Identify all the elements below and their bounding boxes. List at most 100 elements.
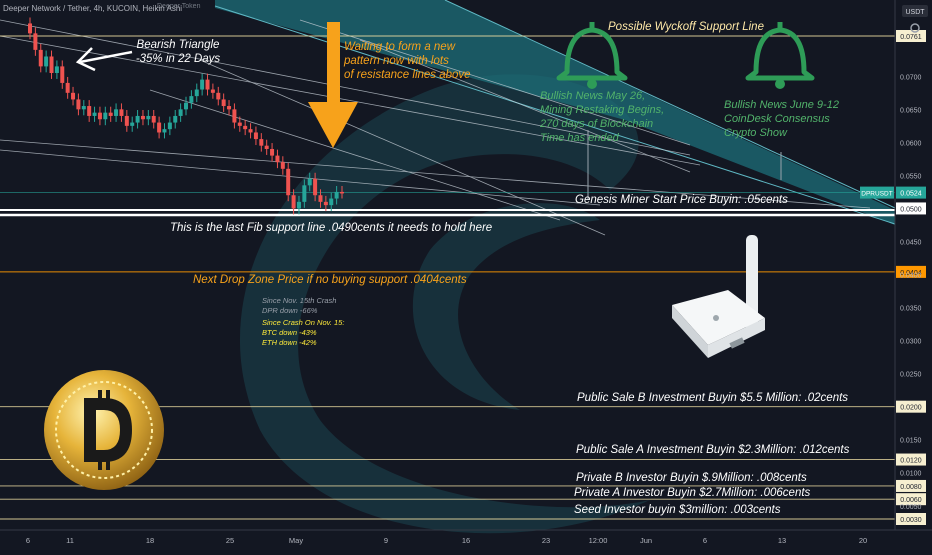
bearish-label-2: -35% in 22 Days <box>136 53 221 65</box>
since-crash-line-2: BTC down -43% <box>262 328 317 337</box>
time-tick-label: 16 <box>462 536 470 545</box>
price-tick-label: 0.0400 <box>900 273 922 280</box>
currency-badge-label: USDT <box>905 9 925 16</box>
candle-body <box>296 201 301 209</box>
candle-body <box>232 109 237 123</box>
sale-b-label: Public Sale B Investment Buyin $5.5 Mill… <box>577 392 848 404</box>
price-tick-label: 0.0450 <box>900 239 922 246</box>
candle-body <box>189 96 194 103</box>
bearish-label-1: Bearish Triangle <box>137 39 220 51</box>
news2-line-2: CoinDesk Consensus <box>724 113 830 125</box>
price-level-tag: 0.0524 <box>896 186 926 199</box>
price-tick-label: 0.0150 <box>900 438 922 445</box>
since-crash-line-1: Since Crash On Nov. 15: <box>262 318 344 327</box>
candle-body <box>216 92 221 100</box>
price-level-value: 0.0761 <box>900 34 922 41</box>
candle-body <box>140 115 145 120</box>
candle-body <box>270 148 275 156</box>
waiting-label-2: pattern now with lots <box>343 55 449 67</box>
candle-body <box>264 145 269 149</box>
time-tick-label: 18 <box>146 536 154 545</box>
dpr-price-tag: DPRUSDT <box>860 186 894 199</box>
candle-body <box>162 129 167 133</box>
since-crash-line-3: ETH down -42% <box>262 338 317 347</box>
price-tick-label: 0.0100 <box>900 471 922 478</box>
candle-body <box>243 125 248 130</box>
candle-body <box>259 139 264 146</box>
time-tick-label: 6 <box>26 536 30 545</box>
currency-badge[interactable]: USDT <box>902 5 928 17</box>
candle-body <box>307 178 312 186</box>
seed-label: Seed Investor buyin $3million: .003cents <box>574 504 781 516</box>
candle-body <box>124 115 129 126</box>
price-level-value: 0.0030 <box>900 517 922 524</box>
candle-body <box>87 106 92 116</box>
time-tick-label: 6 <box>703 536 707 545</box>
price-level-tag: 0.0404 <box>896 265 926 278</box>
candle-body <box>275 155 280 163</box>
next-drop-label: Next Drop Zone Price if no buying suppor… <box>193 274 467 286</box>
price-level-value: 0.0080 <box>900 484 922 491</box>
private-b-label: Private B Investor Buyin $.9Million: .00… <box>576 472 807 484</box>
time-tick-label: 11 <box>66 536 74 545</box>
time-tick-label: 13 <box>778 536 786 545</box>
candle-body <box>178 109 183 116</box>
dpr-coin-logo <box>44 370 164 490</box>
miner-device-image <box>672 235 765 358</box>
news1-line-1: Bullish News May 26, <box>540 90 645 102</box>
candle-body <box>227 106 232 110</box>
price-level-tag: 0.0080 <box>896 479 926 492</box>
candle-body <box>44 56 49 67</box>
settings-icon[interactable] <box>910 23 920 33</box>
news1-line-2: Mining Restaking Begins, <box>540 104 664 116</box>
price-level-tag: 0.0200 <box>896 400 926 413</box>
channel-upper-line <box>444 0 896 209</box>
candle-body <box>205 79 210 90</box>
price-level-value: 0.0500 <box>900 206 922 213</box>
price-level-value: 0.0524 <box>900 191 922 198</box>
candle-body <box>108 112 113 116</box>
candle-body <box>38 49 43 67</box>
waiting-label-3: of resistance lines above <box>344 69 471 81</box>
bell-icon <box>745 22 815 89</box>
price-level-value: 0.0120 <box>900 458 922 465</box>
symbol-line: Deeper Network / Tether, 4h, KUCOIN, Hei… <box>3 4 182 13</box>
candle-body <box>33 33 38 50</box>
price-tick-label: 0.0600 <box>900 140 922 147</box>
candle-body <box>114 109 119 116</box>
private-a-label: Private A Investor Buyin $2.7Million: .0… <box>574 487 811 499</box>
price-level-tag: 0.0060 <box>896 493 926 506</box>
candle-body <box>130 122 135 126</box>
candle-body <box>157 122 162 133</box>
candle-body <box>119 109 124 116</box>
down-arrow <box>308 22 358 148</box>
candle-body <box>167 122 172 130</box>
price-axis: 0.0700 0.0650 0.0600 0.0550 0.0450 0.0400 0.03… <box>894 0 922 530</box>
news2-line-1: Bullish News June 9-12 <box>724 99 839 111</box>
candle-body <box>280 162 285 169</box>
price-level-value: 0.0060 <box>900 497 922 504</box>
candle-body <box>151 115 156 123</box>
candle-body <box>210 89 215 93</box>
candle-body <box>146 115 151 120</box>
wyckoff-label: Possible Wyckoff Support Line <box>608 21 764 33</box>
candle-body <box>173 115 178 123</box>
bell-icon <box>556 22 628 89</box>
time-tick-label: May <box>289 536 303 545</box>
price-tick-label: 0.0550 <box>900 173 922 180</box>
candle-body <box>323 201 328 206</box>
candle-body <box>28 23 32 34</box>
candle-body <box>135 115 140 123</box>
price-level-tag: 0.0500 <box>896 202 926 215</box>
price-level-tag: 0.0120 <box>896 453 926 466</box>
candle-body <box>237 122 242 126</box>
time-tick-label: Jun <box>640 536 652 545</box>
candle-body <box>318 195 323 202</box>
candle-body <box>253 132 258 140</box>
candle-body <box>49 56 54 74</box>
candle-body <box>286 168 291 196</box>
candle-body <box>65 82 70 93</box>
candle-body <box>334 191 339 199</box>
